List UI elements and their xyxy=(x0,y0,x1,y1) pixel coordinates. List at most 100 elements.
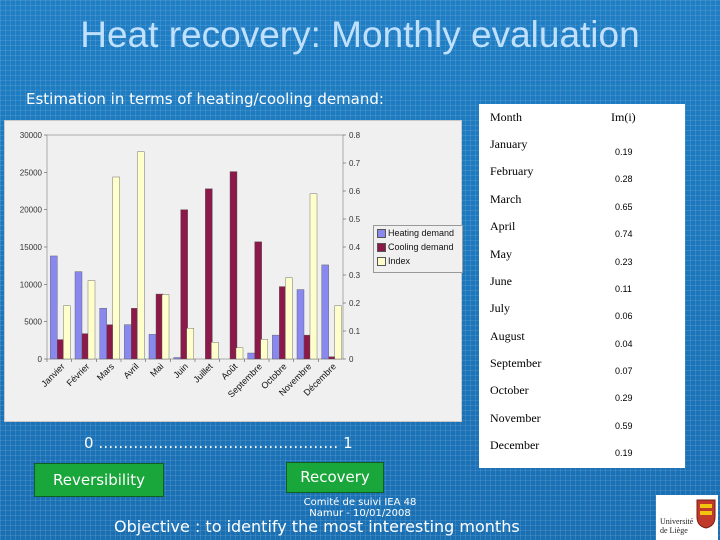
recovery-button[interactable]: Recovery xyxy=(286,462,384,493)
bar-index xyxy=(87,280,96,360)
x-tick-label: Janvier xyxy=(39,361,67,389)
table-row: March 0.65 xyxy=(479,186,685,213)
bar-index xyxy=(161,294,170,360)
bar-index xyxy=(235,347,244,360)
y-tick-label-left: 5000 xyxy=(24,318,42,327)
table-cell-month: July xyxy=(490,301,511,315)
y-tick-label-right: 0.7 xyxy=(349,159,361,168)
y-tick-label-right: 0.8 xyxy=(349,131,361,140)
x-tick-label: Août xyxy=(219,361,240,382)
legend-label-cooling: Cooling demand xyxy=(388,242,454,252)
table-row: February 0.28 xyxy=(479,158,685,185)
legend-item-index: Index xyxy=(374,254,462,268)
bar-index xyxy=(186,327,194,360)
table-row: November 0.59 xyxy=(479,405,685,432)
bar-heating-demand xyxy=(247,352,255,360)
y-tick-label-left: 15000 xyxy=(20,243,43,252)
x-tick-label: Mars xyxy=(95,361,117,383)
table-row: June 0.11 xyxy=(479,268,685,295)
bar-heating-demand xyxy=(50,255,58,360)
y-tick-label-right: 0.6 xyxy=(349,187,361,196)
table-row: October 0.29 xyxy=(479,377,685,404)
y-tick-label-right: 0.1 xyxy=(349,327,361,336)
bar-heating-demand xyxy=(321,264,329,360)
legend-item-heating: Heating demand xyxy=(374,226,462,240)
legend-swatch-index xyxy=(377,257,386,266)
y-tick-label-right: 0.4 xyxy=(349,243,361,252)
table-header-value: Im(i) xyxy=(611,110,636,124)
footer-committee: Comité de suivi IEA 48 xyxy=(303,497,417,508)
bar-heating-demand xyxy=(99,308,107,360)
legend-swatch-heating xyxy=(377,229,386,238)
logo-crest-icon xyxy=(696,499,716,529)
bar-heating-demand xyxy=(124,324,132,360)
table-cell-month: June xyxy=(490,274,512,288)
table-cell-month: January xyxy=(490,137,528,151)
table-cell-month: September xyxy=(490,356,542,370)
table-cell-month: November xyxy=(490,411,541,425)
table-header-row: Month Im(i) xyxy=(479,104,685,131)
bar-heating-demand xyxy=(296,289,305,360)
x-tick-label: Mai xyxy=(148,361,165,378)
reversibility-button[interactable]: Reversibility xyxy=(34,463,164,497)
bar-index xyxy=(334,305,342,360)
bar-index xyxy=(211,341,219,360)
table-row: May 0.23 xyxy=(479,241,685,268)
chart-legend: Heating demand Cooling demand Index xyxy=(373,225,463,273)
table-cell-value: 0.11 xyxy=(615,284,632,294)
table-cell-month: April xyxy=(490,219,516,233)
bar-index xyxy=(309,193,318,360)
bar-cooling-demand xyxy=(205,188,213,360)
table-row: September 0.07 xyxy=(479,350,685,377)
table-cell-value: 0.06 xyxy=(615,311,633,321)
table-cell-value: 0.23 xyxy=(615,257,633,267)
table-cell-month: August xyxy=(490,329,525,343)
y-tick-label-left: 30000 xyxy=(20,131,43,140)
legend-label-index: Index xyxy=(388,256,411,266)
legend-item-cooling: Cooling demand xyxy=(374,240,462,254)
table-row: December 0.19 xyxy=(479,432,685,459)
table-header-month: Month xyxy=(490,110,523,124)
table-cell-value: 0.07 xyxy=(615,366,633,376)
chart-svg: 0 5000 10000 15000 20000 25000 30000 0 0.1 0.2 0.3… xyxy=(20,131,361,400)
table-cell-value: 0.04 xyxy=(615,339,633,349)
index-table: Month Im(i) January 0.19 February 0.28 Mar… xyxy=(479,104,685,468)
university-logo: Université de Liège xyxy=(656,495,718,540)
x-tick-label: Juillet xyxy=(191,361,215,385)
y-tick-label-right: 0.5 xyxy=(349,215,361,224)
y-tick-label-left: 0 xyxy=(38,355,43,364)
demand-chart: 0 5000 10000 15000 20000 25000 30000 0 0.1 0.2 0.3… xyxy=(4,120,463,422)
y-tick-label-left: 25000 xyxy=(20,168,43,177)
x-tick-label: Juin xyxy=(171,361,190,380)
bar-index xyxy=(260,339,268,360)
table-cell-value: 0.29 xyxy=(615,393,633,403)
bar-heating-demand xyxy=(148,334,157,360)
bar-index xyxy=(285,277,293,360)
table-cell-value: 0.65 xyxy=(615,202,633,212)
x-tick-label: Février xyxy=(65,361,92,388)
y-tick-label-right: 0 xyxy=(349,355,354,364)
logo-text: Université de Liège xyxy=(660,517,694,535)
bar-index xyxy=(63,305,71,360)
table-cell-month: December xyxy=(490,438,540,452)
objective-text: Objective : to identify the most interes… xyxy=(114,517,520,536)
table-cell-month: March xyxy=(490,192,522,206)
table-row: August 0.04 xyxy=(479,323,685,350)
bar-cooling-demand xyxy=(229,171,238,360)
table-cell-month: October xyxy=(490,383,529,397)
bar-cooling-demand xyxy=(180,209,188,360)
slide-title: Heat recovery: Monthly evaluation xyxy=(80,14,640,55)
y-tick-label-left: 10000 xyxy=(20,280,43,289)
legend-swatch-cooling xyxy=(377,243,386,252)
table-cell-value: 0.19 xyxy=(615,147,633,157)
table-cell-month: May xyxy=(490,247,512,261)
bar-cooling-demand xyxy=(254,241,262,360)
table-row: April 0.74 xyxy=(479,213,685,240)
reversibility-scale: 0 ………………………………………… 1 xyxy=(84,434,353,452)
table-row: January 0.19 xyxy=(479,131,685,158)
plot-area xyxy=(46,134,344,360)
table-cell-value: 0.28 xyxy=(615,174,633,184)
bar-heating-demand xyxy=(272,334,280,360)
footer-date: Namur - 10/01/2008 xyxy=(309,508,411,519)
slide-subtitle: Estimation in terms of heating/cooling d… xyxy=(26,90,384,108)
